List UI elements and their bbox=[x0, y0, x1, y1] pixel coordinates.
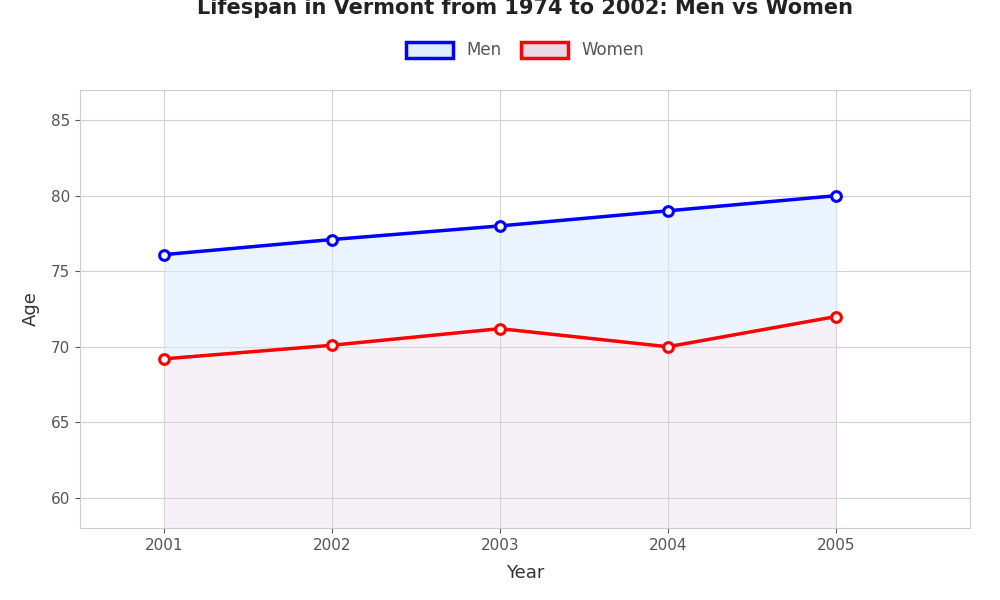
Legend: Men, Women: Men, Women bbox=[406, 41, 644, 59]
X-axis label: Year: Year bbox=[506, 564, 544, 582]
Title: Lifespan in Vermont from 1974 to 2002: Men vs Women: Lifespan in Vermont from 1974 to 2002: M… bbox=[197, 0, 853, 17]
Y-axis label: Age: Age bbox=[22, 292, 40, 326]
